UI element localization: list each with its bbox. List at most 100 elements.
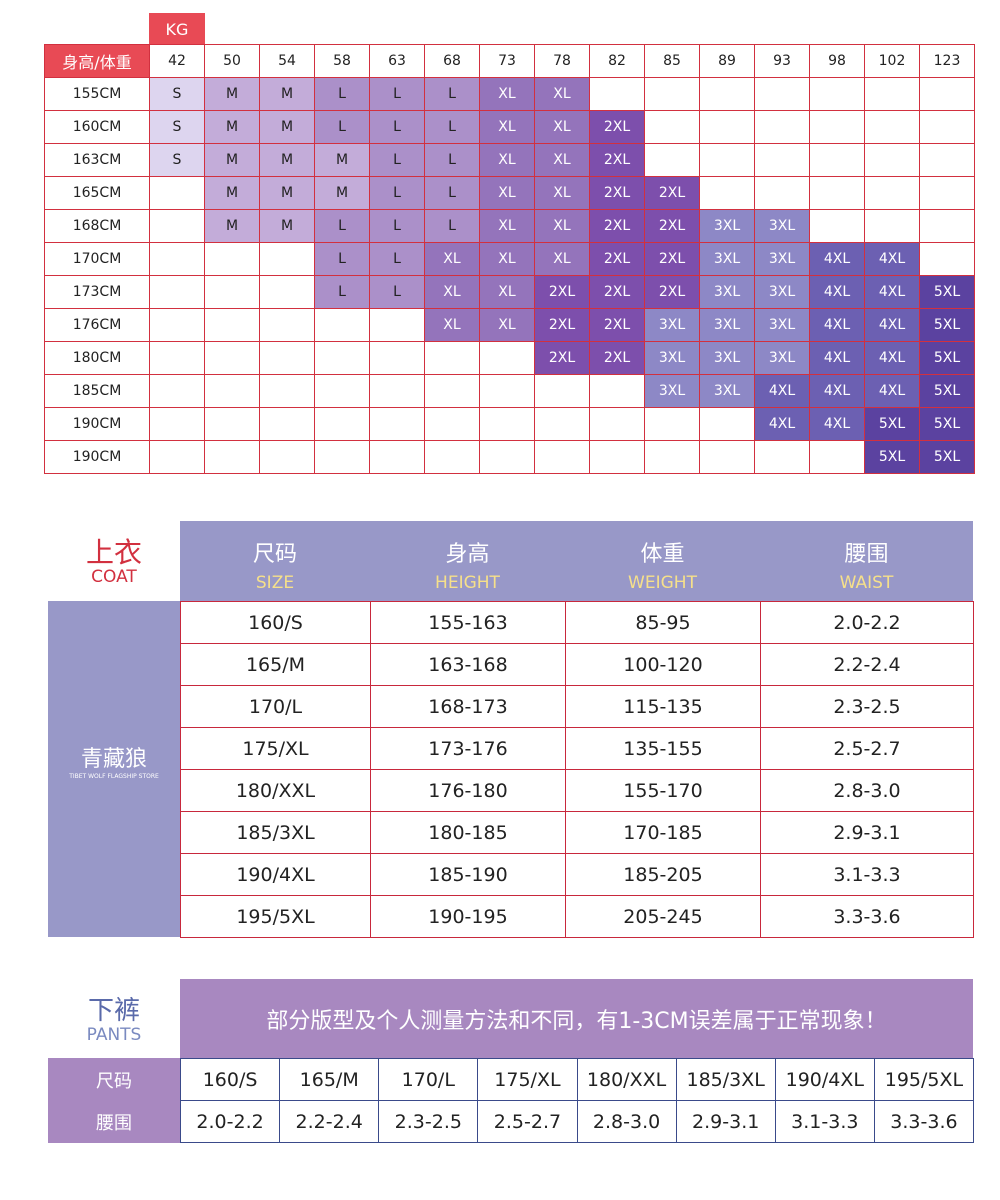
size-cell: [424, 407, 480, 441]
pants-cell: 2.2-2.4: [279, 1100, 380, 1143]
size-cell: [809, 143, 865, 177]
size-cell: XL: [534, 77, 590, 111]
size-cell: 3XL: [754, 341, 810, 375]
weight-header: 42: [149, 44, 205, 78]
coat-cell: 3.3-3.6: [760, 895, 974, 938]
size-cell: [699, 110, 755, 144]
size-cell: 5XL: [919, 308, 975, 342]
size-cell: [699, 176, 755, 210]
size-cell: [149, 209, 205, 243]
logo-panel: [48, 601, 180, 937]
size-cell: XL: [479, 275, 535, 309]
size-cell: L: [314, 275, 370, 309]
pants-row-label: 尺码: [48, 1058, 180, 1101]
size-cell: XL: [424, 242, 480, 276]
coat-cell: 185-205: [565, 853, 761, 896]
size-cell: 4XL: [864, 341, 920, 375]
coat-cell: 155-163: [370, 601, 566, 644]
weight-header: 50: [204, 44, 260, 78]
size-cell: [259, 242, 315, 276]
size-cell: L: [424, 143, 480, 177]
size-cell: XL: [479, 110, 535, 144]
size-cell: [589, 407, 645, 441]
weight-header: 68: [424, 44, 480, 78]
size-cell: L: [369, 110, 425, 144]
size-cell: 4XL: [809, 407, 865, 441]
size-cell: 4XL: [864, 275, 920, 309]
coat-column-header-en: HEIGHT: [435, 573, 500, 593]
pants-title: 下裤: [87, 995, 140, 1026]
pants-cell: 195/5XL: [873, 1058, 974, 1101]
size-cell: L: [314, 242, 370, 276]
size-cell: 4XL: [809, 341, 865, 375]
pants-cell: 180/XXL: [576, 1058, 677, 1101]
pants-cell: 190/4XL: [774, 1058, 875, 1101]
size-cell: [369, 341, 425, 375]
size-cell: 3XL: [754, 308, 810, 342]
coat-column-header: 腰围: [844, 542, 889, 567]
size-cell: [809, 209, 865, 243]
pants-cell: 165/M: [279, 1058, 380, 1101]
coat-cell: 163-168: [370, 643, 566, 686]
size-cell: [534, 407, 590, 441]
size-cell: M: [204, 110, 260, 144]
coat-column-header-en: SIZE: [255, 573, 295, 593]
size-cell: S: [149, 77, 205, 111]
weight-header: 93: [754, 44, 810, 78]
size-cell: M: [204, 176, 260, 210]
height-label: 190CM: [44, 440, 150, 474]
size-cell: [314, 407, 370, 441]
size-cell: 3XL: [699, 374, 755, 408]
size-cell: [754, 176, 810, 210]
size-cell: 3XL: [644, 374, 700, 408]
height-label: 173CM: [44, 275, 150, 309]
size-cell: [919, 209, 975, 243]
height-label: 168CM: [44, 209, 150, 243]
size-cell: [149, 242, 205, 276]
size-cell: M: [259, 110, 315, 144]
coat-cell: 115-135: [565, 685, 761, 728]
pants-cell: 2.9-3.1: [675, 1100, 776, 1143]
coat-cell: 2.5-2.7: [760, 727, 974, 770]
size-cell: [149, 407, 205, 441]
size-cell: 4XL: [754, 407, 810, 441]
size-cell: L: [314, 209, 370, 243]
coat-cell: 185-190: [370, 853, 566, 896]
coat-cell: 185/3XL: [180, 811, 371, 854]
size-cell: S: [149, 143, 205, 177]
size-cell: 2XL: [589, 143, 645, 177]
size-cell: XL: [479, 242, 535, 276]
size-cell: [204, 407, 260, 441]
size-cell: 2XL: [589, 242, 645, 276]
weight-header: 78: [534, 44, 590, 78]
weight-header: 98: [809, 44, 865, 78]
coat-cell: 2.9-3.1: [760, 811, 974, 854]
size-cell: [204, 242, 260, 276]
size-cell: 3XL: [699, 209, 755, 243]
size-cell: 3XL: [699, 341, 755, 375]
coat-cell: 173-176: [370, 727, 566, 770]
size-cell: 2XL: [644, 209, 700, 243]
size-cell: 2XL: [644, 176, 700, 210]
size-cell: [644, 407, 700, 441]
pants-row-label: 腰围: [48, 1100, 180, 1143]
size-cell: 2XL: [589, 209, 645, 243]
size-cell: [204, 440, 260, 474]
size-cell: [149, 275, 205, 309]
size-cell: [809, 110, 865, 144]
weight-header: 85: [644, 44, 700, 78]
size-cell: 4XL: [809, 308, 865, 342]
weight-header: 58: [314, 44, 370, 78]
size-cell: 2XL: [644, 242, 700, 276]
coat-cell: 176-180: [370, 769, 566, 812]
weight-header: 102: [864, 44, 920, 78]
size-cell: XL: [424, 308, 480, 342]
size-cell: XL: [479, 77, 535, 111]
size-cell: [314, 308, 370, 342]
size-cell: XL: [534, 209, 590, 243]
size-cell: [259, 341, 315, 375]
size-cell: L: [314, 77, 370, 111]
corner-cell: 身高/体重: [44, 44, 150, 78]
size-cell: 2XL: [534, 275, 590, 309]
